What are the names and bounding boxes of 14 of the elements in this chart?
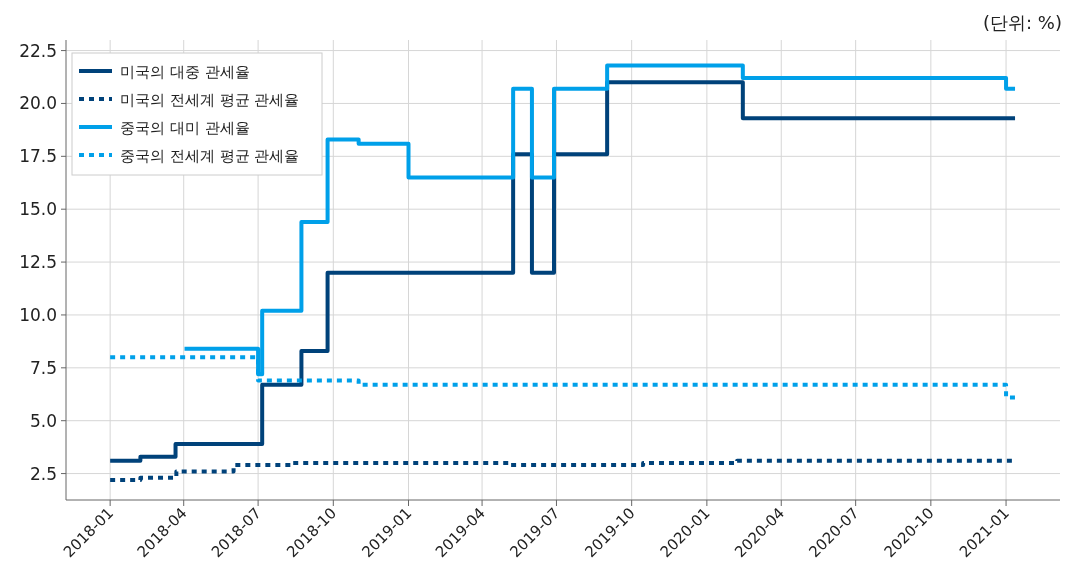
y-tick-label: 17.5 <box>19 146 57 167</box>
legend-label: 중국의 전세계 평균 관세율 <box>120 147 300 165</box>
y-tick-label: 10.0 <box>19 304 57 325</box>
y-tick-label: 7.5 <box>29 357 57 378</box>
y-tick-label: 20.0 <box>19 93 57 114</box>
y-tick-label: 22.5 <box>19 40 57 61</box>
legend-label: 미국의 전세계 평균 관세율 <box>120 91 300 109</box>
y-tick-label: 12.5 <box>19 252 57 273</box>
y-tick-label: 5.0 <box>29 410 57 431</box>
legend-label: 미국의 대중 관세율 <box>120 63 250 81</box>
text: (단위: %) <box>983 12 1062 33</box>
y-tick-label: 15.0 <box>19 199 57 220</box>
y-tick-label: 2.5 <box>29 463 57 484</box>
legend-label: 중국의 대미 관세율 <box>120 119 250 137</box>
